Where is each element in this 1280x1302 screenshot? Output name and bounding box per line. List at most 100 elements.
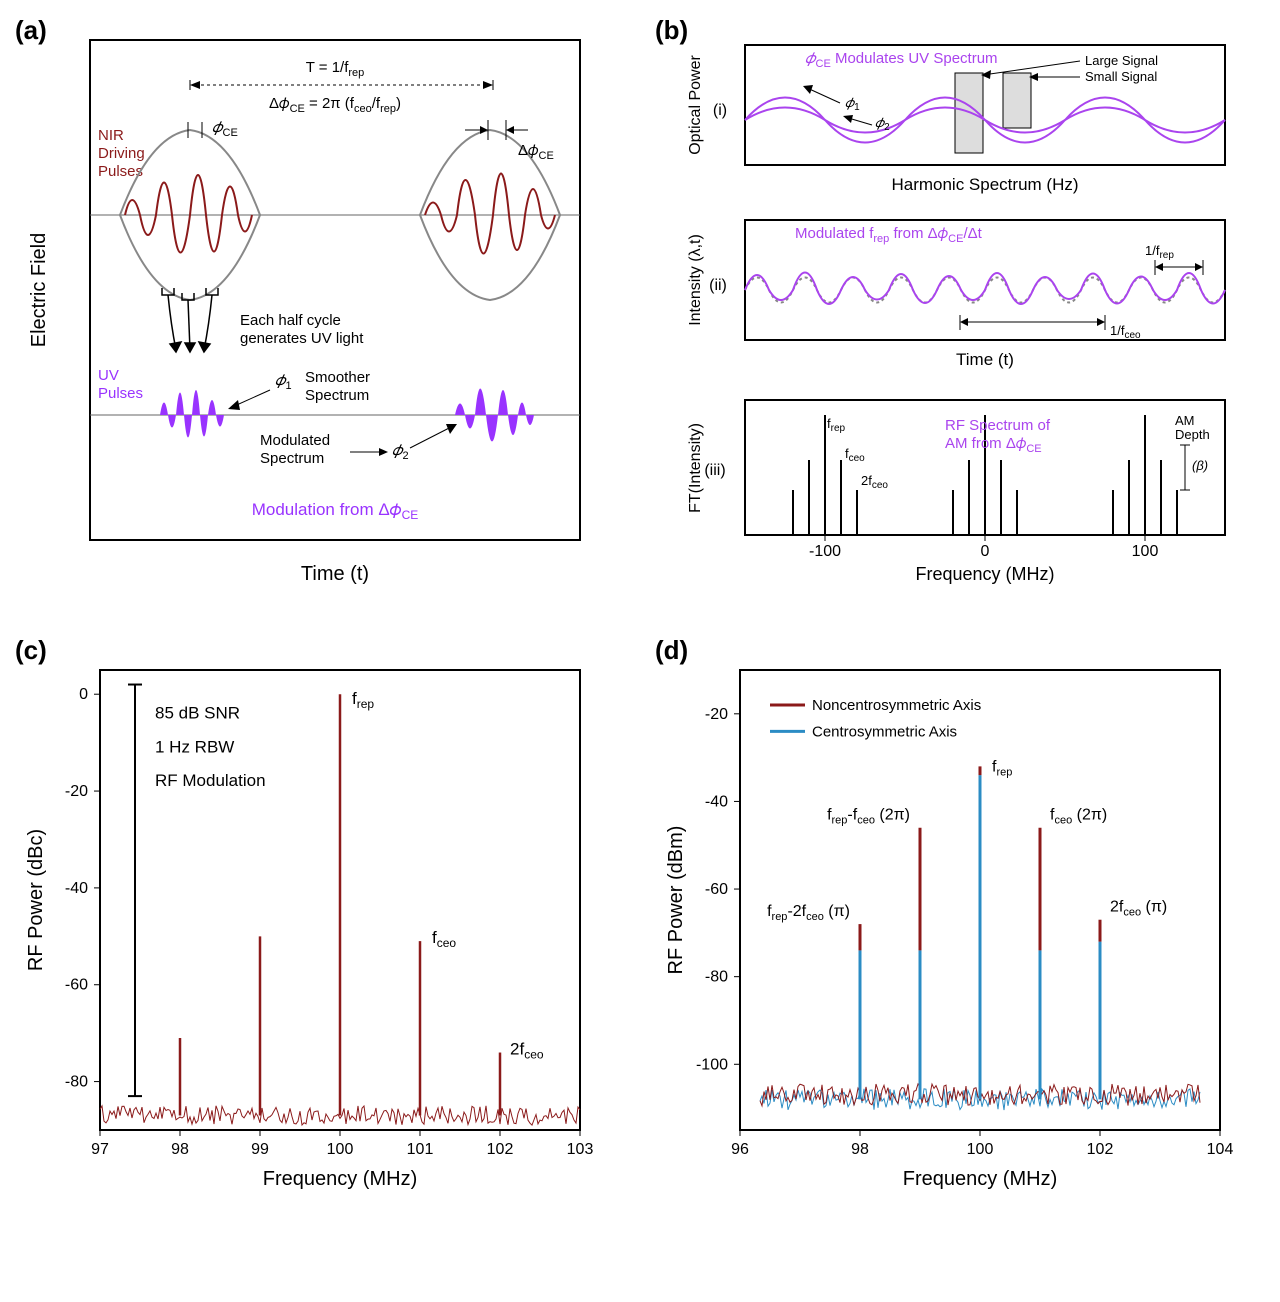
panel-c-label: (c) bbox=[15, 635, 47, 666]
svg-text:fceo (2π): fceo (2π) bbox=[1050, 807, 1107, 827]
sub-iii-roman: (iii) bbox=[704, 462, 725, 479]
svg-text:100: 100 bbox=[327, 1141, 354, 1158]
phi1-label: 𝜙1 bbox=[845, 95, 860, 113]
svg-text:0: 0 bbox=[981, 543, 990, 560]
svg-text:97: 97 bbox=[91, 1141, 109, 1158]
panel-d-ylabel: RF Power (dBm) bbox=[665, 826, 687, 975]
sub-ii: Modulated frep from Δ𝜙CE/Δt 1/frep 1/fce… bbox=[745, 220, 1225, 341]
one-over-fceo: 1/fceo bbox=[1110, 323, 1141, 341]
svg-text:-40: -40 bbox=[65, 880, 88, 897]
panel-c-ylabel: RF Power (dBc) bbox=[25, 829, 47, 971]
panel-d-plot: 96 98 100 102 104 -20 -40 -60 -80 -100 frep-2fceo … bbox=[696, 670, 1233, 1158]
uv-burst-2 bbox=[455, 389, 534, 442]
am-depth: AM Depth bbox=[1175, 413, 1210, 442]
svg-text:-80: -80 bbox=[65, 1074, 88, 1091]
svg-text:frep-2fceo (π): frep-2fceo (π) bbox=[767, 903, 850, 923]
sub-iii: -100 0 100 bbox=[745, 400, 1225, 560]
svg-text:frep-fceo (2π): frep-fceo (2π) bbox=[827, 807, 910, 827]
sub-i-ylabel: Optical Power bbox=[687, 55, 704, 155]
svg-text:(β): (β) bbox=[1192, 458, 1208, 473]
panel-b-label: (b) bbox=[655, 15, 688, 46]
large-sig: Large Signal bbox=[1085, 53, 1158, 68]
panel-a-frame bbox=[90, 40, 580, 540]
sub-i-roman: (i) bbox=[713, 102, 727, 119]
phi-ce-1: 𝜙CE bbox=[212, 119, 238, 139]
svg-text:98: 98 bbox=[851, 1141, 869, 1158]
panel-a: (a) T = 1/frep Δ𝜙CE = 2π (fceo/frep) NIR… bbox=[20, 20, 620, 610]
panel-a-svg: T = 1/frep Δ𝜙CE = 2π (fceo/frep) NIR Dri… bbox=[20, 20, 610, 610]
svg-text:-40: -40 bbox=[705, 793, 728, 810]
small-signal-box bbox=[1003, 73, 1031, 128]
panel-d-xlabel: Frequency (MHz) bbox=[903, 1168, 1057, 1190]
svg-text:-60: -60 bbox=[705, 881, 728, 898]
svg-text:-100: -100 bbox=[809, 543, 841, 560]
phi2-txt: Modulated Spectrum bbox=[260, 432, 334, 467]
frep-lbl: frep bbox=[827, 416, 846, 434]
panel-c: (c) 9798991001011021030-20-40-60-80frepf… bbox=[20, 640, 620, 1200]
panel-c-svg: 97 98 99 100 101 102 103 0 -20 -40 -60 -80 frep fceo 2… bbox=[20, 640, 610, 1200]
svg-text:103: 103 bbox=[567, 1141, 594, 1158]
phi1-txt: Smoother Spectrum bbox=[305, 369, 374, 404]
svg-text:1 Hz RBW: 1 Hz RBW bbox=[155, 737, 234, 756]
sub-ii-title: Modulated frep from Δ𝜙CE/Δt bbox=[795, 225, 983, 245]
svg-text:-100: -100 bbox=[696, 1056, 728, 1073]
t-arrow-l bbox=[190, 81, 200, 89]
svg-text:2fceo: 2fceo bbox=[510, 1040, 544, 1062]
sub-iii-xlabel: Frequency (MHz) bbox=[915, 564, 1054, 584]
uv-burst-1 bbox=[160, 390, 224, 438]
sub-iii-title: RF Spectrum of AM from Δ𝜙CE bbox=[945, 417, 1054, 455]
sub-ii-ylabel: Intensity (λ,t) bbox=[687, 234, 704, 326]
sub-i: 𝜙CE Modulates UV Spectrum 𝜙1 𝜙2 Large Si… bbox=[745, 45, 1225, 165]
svg-text:104: 104 bbox=[1207, 1141, 1234, 1158]
sub-iii-ylabel: FT(Intensity) bbox=[687, 423, 704, 513]
svg-text:102: 102 bbox=[487, 1141, 514, 1158]
modulation-text: Modulation from Δ𝜙CE bbox=[252, 500, 419, 522]
phi1-anno: 𝜙1 bbox=[275, 372, 292, 392]
phi2-anno: 𝜙2 bbox=[392, 442, 409, 462]
fceo-lbl: fceo bbox=[845, 446, 865, 464]
svg-text:0: 0 bbox=[79, 686, 88, 703]
figure-grid: (a) T = 1/frep Δ𝜙CE = 2π (fceo/frep) NIR… bbox=[20, 20, 1260, 1200]
svg-text:98: 98 bbox=[171, 1141, 189, 1158]
sub-i-xlabel: Harmonic Spectrum (Hz) bbox=[891, 175, 1078, 194]
svg-text:RF Modulation: RF Modulation bbox=[155, 771, 266, 790]
svg-text:101: 101 bbox=[407, 1141, 434, 1158]
svg-text:96: 96 bbox=[731, 1141, 749, 1158]
svg-text:frep: frep bbox=[992, 758, 1012, 778]
sub-ii-xlabel: Time (t) bbox=[956, 350, 1014, 369]
svg-text:Centrosymmetric Axis: Centrosymmetric Axis bbox=[812, 723, 957, 740]
sub-ii-roman: (ii) bbox=[709, 277, 727, 294]
svg-text:85 dB SNR: 85 dB SNR bbox=[155, 703, 240, 722]
panel-c-xlabel: Frequency (MHz) bbox=[263, 1168, 417, 1190]
half-cycle-text: Each half cycle generates UV light bbox=[240, 312, 364, 347]
panel-d: (d) 9698100102104-20-40-60-80-100frep-2f… bbox=[660, 640, 1260, 1200]
svg-text:100: 100 bbox=[967, 1141, 994, 1158]
svg-text:frep: frep bbox=[352, 689, 374, 711]
solid-line bbox=[745, 273, 1225, 305]
panel-b-svg: 𝜙CE Modulates UV Spectrum 𝜙1 𝜙2 Large Si… bbox=[660, 20, 1250, 610]
sub-i-title: 𝜙CE Modulates UV Spectrum bbox=[805, 50, 998, 70]
nir-label: NIR Driving Pulses bbox=[98, 127, 149, 180]
2fceo-lbl: 2fceo bbox=[861, 473, 888, 491]
small-sig: Small Signal bbox=[1085, 69, 1157, 84]
delta-phi-ce: Δ𝜙CE bbox=[518, 142, 554, 162]
svg-text:fceo: fceo bbox=[432, 928, 456, 950]
uv-label: UV Pulses bbox=[98, 367, 143, 402]
panel-b: (b) 𝜙CE Modulates UV Spectrum 𝜙1 𝜙2 Larg… bbox=[660, 20, 1260, 610]
eq-T: T = 1/frep bbox=[306, 59, 365, 79]
panel-a-xlabel: Time (t) bbox=[301, 563, 369, 585]
svg-text:102: 102 bbox=[1087, 1141, 1114, 1158]
eq-deltaphi: Δ𝜙CE = 2π (fceo/frep) bbox=[269, 95, 401, 115]
svg-text:-60: -60 bbox=[65, 977, 88, 994]
half-cycle-arrows bbox=[162, 288, 218, 352]
panel-d-label: (d) bbox=[655, 635, 688, 666]
panel-a-ylabel: Electric Field bbox=[28, 233, 50, 347]
one-over-frep: 1/frep bbox=[1145, 243, 1174, 261]
panel-a-label: (a) bbox=[15, 15, 47, 46]
svg-text:-20: -20 bbox=[705, 706, 728, 723]
t-arrow-r bbox=[483, 81, 493, 89]
svg-text:99: 99 bbox=[251, 1141, 269, 1158]
svg-text:-20: -20 bbox=[65, 783, 88, 800]
svg-text:Noncentrosymmetric Axis: Noncentrosymmetric Axis bbox=[812, 697, 981, 714]
svg-text:-80: -80 bbox=[705, 969, 728, 986]
